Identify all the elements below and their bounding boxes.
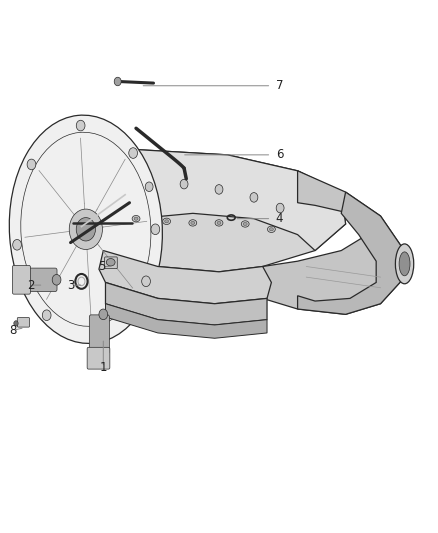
Ellipse shape bbox=[134, 217, 138, 220]
FancyBboxPatch shape bbox=[12, 265, 30, 294]
Circle shape bbox=[250, 192, 258, 202]
Ellipse shape bbox=[106, 259, 115, 266]
Circle shape bbox=[52, 274, 61, 285]
Circle shape bbox=[151, 224, 160, 235]
Text: 3: 3 bbox=[67, 279, 74, 292]
Polygon shape bbox=[263, 171, 403, 314]
Polygon shape bbox=[99, 251, 272, 304]
Ellipse shape bbox=[189, 220, 197, 226]
FancyBboxPatch shape bbox=[25, 268, 57, 292]
Ellipse shape bbox=[217, 221, 221, 224]
Ellipse shape bbox=[241, 221, 249, 227]
Circle shape bbox=[14, 321, 18, 326]
Ellipse shape bbox=[9, 115, 162, 343]
Circle shape bbox=[145, 182, 153, 191]
FancyBboxPatch shape bbox=[17, 318, 29, 327]
Polygon shape bbox=[106, 282, 267, 325]
Text: 2: 2 bbox=[27, 279, 34, 292]
Circle shape bbox=[180, 179, 188, 189]
Text: 7: 7 bbox=[276, 79, 283, 92]
Polygon shape bbox=[297, 192, 403, 314]
Circle shape bbox=[114, 77, 121, 86]
Circle shape bbox=[69, 209, 102, 249]
Circle shape bbox=[27, 159, 36, 169]
Circle shape bbox=[76, 217, 95, 241]
Polygon shape bbox=[108, 150, 346, 251]
Text: 1: 1 bbox=[99, 361, 107, 374]
Text: 4: 4 bbox=[276, 212, 283, 225]
Circle shape bbox=[99, 309, 108, 320]
FancyBboxPatch shape bbox=[87, 348, 110, 369]
Ellipse shape bbox=[269, 228, 273, 231]
Circle shape bbox=[129, 148, 138, 158]
Text: 6: 6 bbox=[276, 148, 283, 161]
Polygon shape bbox=[106, 304, 267, 338]
Ellipse shape bbox=[396, 244, 414, 284]
Circle shape bbox=[97, 325, 106, 336]
Circle shape bbox=[141, 276, 150, 287]
Text: 8: 8 bbox=[9, 324, 17, 337]
Ellipse shape bbox=[162, 218, 170, 224]
Ellipse shape bbox=[399, 252, 410, 276]
Ellipse shape bbox=[165, 220, 169, 223]
Ellipse shape bbox=[191, 221, 195, 224]
Ellipse shape bbox=[215, 220, 223, 226]
Ellipse shape bbox=[268, 226, 276, 232]
Circle shape bbox=[13, 239, 21, 250]
Circle shape bbox=[76, 120, 85, 131]
Polygon shape bbox=[88, 150, 346, 272]
Circle shape bbox=[215, 184, 223, 194]
Ellipse shape bbox=[132, 215, 140, 222]
Text: 5: 5 bbox=[98, 260, 106, 273]
FancyBboxPatch shape bbox=[89, 315, 110, 354]
Circle shape bbox=[276, 203, 284, 213]
FancyBboxPatch shape bbox=[105, 257, 117, 269]
Ellipse shape bbox=[243, 222, 247, 225]
Circle shape bbox=[42, 310, 51, 320]
